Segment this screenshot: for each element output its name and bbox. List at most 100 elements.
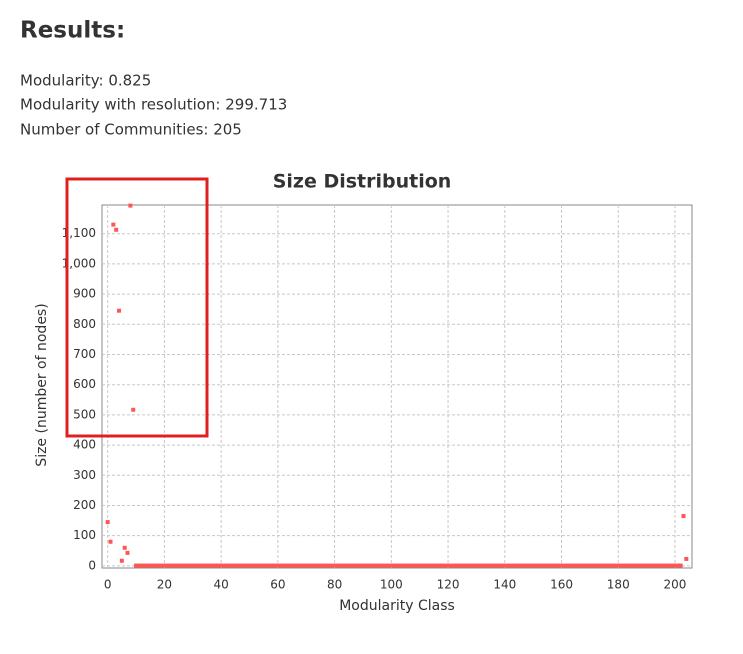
point [256, 563, 261, 568]
point [335, 563, 340, 568]
point [621, 563, 626, 568]
point [170, 563, 175, 568]
result-line: Number of Communities: 205 [20, 121, 242, 139]
point [471, 563, 476, 568]
chart-title: Size Distribution [273, 171, 452, 193]
point [270, 563, 275, 568]
point [596, 563, 601, 568]
highlight-box [65, 177, 209, 438]
point [667, 563, 672, 568]
point [363, 563, 368, 568]
point [454, 563, 459, 568]
point [114, 227, 119, 232]
point [273, 563, 278, 568]
point [386, 563, 391, 568]
point [392, 563, 397, 568]
point [108, 539, 113, 544]
point [434, 563, 439, 568]
point [548, 563, 553, 568]
y-tick-label: 900 [73, 287, 96, 301]
x-tick-label: 40 [213, 578, 228, 592]
x-tick-label: 120 [437, 578, 460, 592]
x-axis-label: Modularity Class [339, 598, 455, 614]
point [230, 563, 235, 568]
point [553, 563, 558, 568]
point [607, 563, 612, 568]
point [610, 563, 615, 568]
point [134, 563, 139, 568]
point [193, 563, 198, 568]
point [156, 563, 161, 568]
y-tick-label: 0 [88, 558, 96, 572]
point [446, 563, 451, 568]
point [403, 563, 408, 568]
point [168, 563, 173, 568]
point [162, 563, 167, 568]
point [159, 563, 164, 568]
point [477, 563, 482, 568]
point [494, 563, 499, 568]
point [582, 563, 587, 568]
point [633, 563, 638, 568]
point [619, 563, 624, 568]
point [457, 563, 462, 568]
point [281, 563, 286, 568]
point [332, 563, 337, 568]
point [604, 563, 609, 568]
point [468, 563, 473, 568]
y-tick-label: 400 [73, 438, 96, 452]
point [202, 563, 207, 568]
x-tick-label: 0 [104, 578, 112, 592]
point [613, 563, 618, 568]
point [647, 563, 652, 568]
point [675, 563, 680, 568]
point [250, 563, 255, 568]
point [196, 563, 201, 568]
point [349, 563, 354, 568]
point [219, 563, 224, 568]
point [443, 563, 448, 568]
point [338, 563, 343, 568]
point [440, 563, 445, 568]
point [412, 563, 417, 568]
point [593, 563, 598, 568]
point [309, 563, 314, 568]
point [525, 563, 530, 568]
y-tick-label: 100 [73, 528, 96, 542]
point [499, 563, 504, 568]
point [528, 563, 533, 568]
point [562, 563, 567, 568]
point [678, 563, 683, 568]
point [602, 563, 607, 568]
point [383, 563, 388, 568]
point [636, 563, 641, 568]
point [465, 563, 470, 568]
point [329, 563, 334, 568]
point [624, 563, 629, 568]
point [397, 563, 402, 568]
point [585, 563, 590, 568]
point [182, 563, 187, 568]
point [315, 563, 320, 568]
point [117, 308, 122, 313]
x-tick-label: 180 [607, 578, 630, 592]
point [145, 563, 150, 568]
point [414, 563, 419, 568]
point [284, 563, 289, 568]
point [213, 563, 218, 568]
result-line: Modularity: 0.825 [20, 72, 151, 90]
point [210, 563, 215, 568]
x-tick-label: 140 [493, 578, 516, 592]
point [241, 563, 246, 568]
point [670, 563, 675, 568]
point [307, 563, 312, 568]
point [187, 563, 192, 568]
point [531, 563, 536, 568]
x-tick-label: 80 [327, 578, 342, 592]
point [539, 563, 544, 568]
point [429, 563, 434, 568]
point [431, 563, 436, 568]
point [151, 563, 156, 568]
point [142, 563, 147, 568]
point [267, 563, 272, 568]
